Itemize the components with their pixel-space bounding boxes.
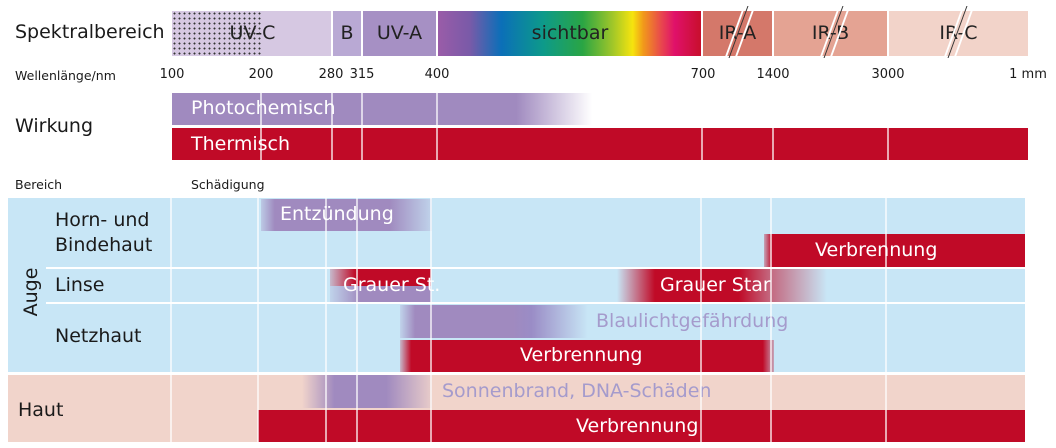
tick-label: 1400 bbox=[756, 67, 790, 82]
tick-label: 315 bbox=[349, 67, 375, 82]
sunburn-label: Sonnenbrand, DNA-Schäden bbox=[442, 380, 712, 402]
tick-label: 700 bbox=[690, 67, 716, 82]
lens-label: Linse bbox=[55, 274, 105, 296]
lens-ir-bar bbox=[617, 269, 827, 302]
row-divider bbox=[46, 267, 1025, 269]
section-divider bbox=[8, 372, 1025, 375]
schaedigung-label: Schädigung bbox=[191, 177, 265, 192]
skin-burn-bar bbox=[258, 410, 1025, 442]
row-divider bbox=[46, 302, 1025, 304]
retina-label: Netzhaut bbox=[55, 325, 142, 347]
cornea-burn-bar bbox=[764, 234, 1025, 267]
tick-label: 1 mm bbox=[1009, 67, 1047, 82]
cornea-inflammation-label: Entzündung bbox=[280, 203, 394, 225]
retina-burn-label: Verbrennung bbox=[520, 344, 643, 366]
thermal-label: Thermisch bbox=[191, 133, 290, 155]
uva-label: UV-A bbox=[376, 22, 423, 44]
photochemical-label: Photochemisch bbox=[191, 97, 336, 119]
lens-uv-purple-bar bbox=[330, 286, 431, 302]
wellenlaenge-label: Wellenlänge/nm bbox=[15, 68, 116, 83]
skin-burn-label: Verbrennung bbox=[576, 415, 699, 437]
retina-burn-bar bbox=[400, 340, 774, 372]
uvb-segment bbox=[333, 11, 361, 56]
visible-label: sichtbar bbox=[531, 22, 609, 44]
uvc-segment bbox=[261, 11, 331, 56]
lens-ir-label: Grauer Star bbox=[660, 274, 771, 296]
lens-uv-red-bar bbox=[330, 269, 431, 286]
blue-light-hazard-label: Blaulichtgefährdung bbox=[596, 310, 789, 332]
uvb-label: B bbox=[340, 22, 354, 44]
cornea-burn-label: Verbrennung bbox=[815, 239, 938, 261]
uvc-vacuum-segment bbox=[172, 11, 261, 56]
photochemical-bar bbox=[172, 93, 592, 125]
thermal-bar bbox=[172, 128, 1028, 160]
spektralbereich-label: Spektralbereich bbox=[15, 21, 165, 43]
tick-label: 280 bbox=[318, 67, 344, 82]
tick-label: 400 bbox=[424, 67, 450, 82]
cornea-label-line1: Horn- und bbox=[55, 209, 150, 231]
uvc-label: UV-C bbox=[229, 22, 276, 44]
visible-segment bbox=[438, 11, 701, 56]
cornea-label-line2: Bindehaut bbox=[55, 234, 153, 256]
uva-segment bbox=[363, 11, 436, 56]
skin-label: Haut bbox=[18, 399, 64, 421]
eye-label: Auge bbox=[20, 267, 42, 317]
sunburn-bar bbox=[302, 375, 432, 408]
bereich-label: Bereich bbox=[15, 177, 63, 192]
wirkung-label: Wirkung bbox=[15, 115, 94, 137]
cornea-inflammation-bar bbox=[261, 199, 432, 231]
tick-label: 200 bbox=[248, 67, 274, 82]
blue-light-hazard-bar bbox=[400, 305, 588, 338]
lens-uv-label: Grauer St. bbox=[343, 274, 441, 296]
tick-label: 3000 bbox=[871, 67, 905, 82]
tick-label: 100 bbox=[159, 67, 185, 82]
